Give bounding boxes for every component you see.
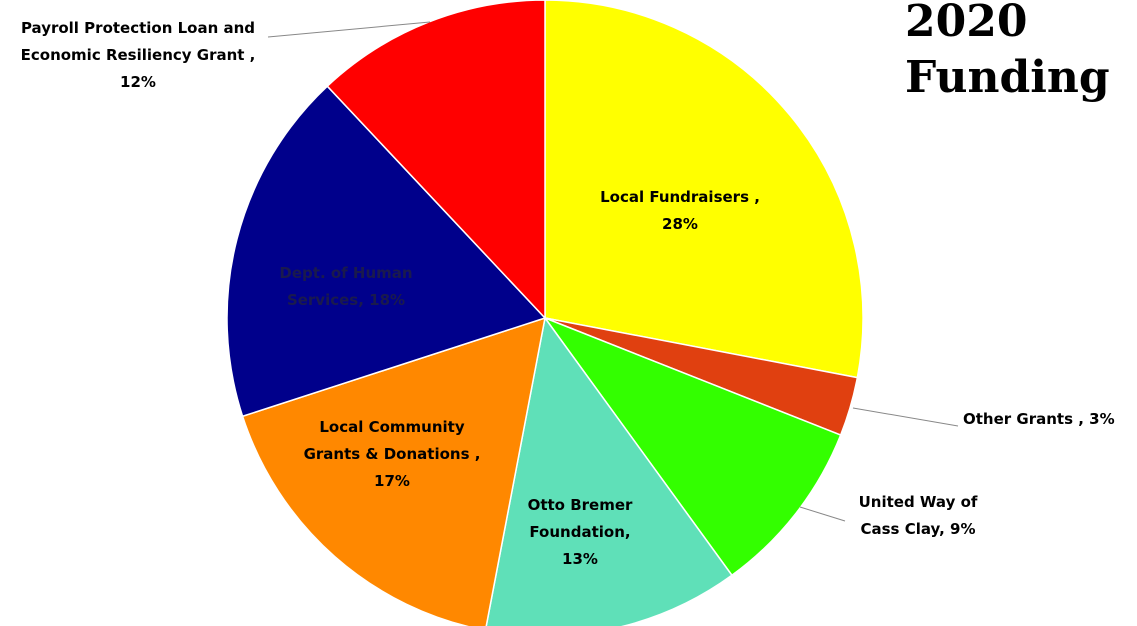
- slice-label-6-line-1: Economic Resiliency Grant ,: [21, 46, 256, 64]
- slice-label-4-line-1: Grants & Donations ,: [304, 445, 481, 463]
- leader-line-2: [799, 506, 846, 522]
- slice-label-4-line-0: Local Community: [319, 418, 464, 436]
- slice-label-3-line-1: Foundation,: [529, 523, 630, 541]
- slice-label-0-line-0: Local Fundraisers ,: [600, 188, 760, 206]
- slice-label-4-line-2: 17%: [374, 472, 410, 490]
- pie-slice-local-community-grants-donations: [241, 316, 546, 626]
- leader-line-1: [852, 407, 959, 427]
- slice-label-5-line-0: Dept. of Human: [279, 264, 412, 282]
- pie-slice-dept-of-human-services: [226, 85, 547, 418]
- slice-label-5-line-1: Services, 18%: [287, 291, 405, 309]
- slice-label-0-line-1: 28%: [662, 215, 698, 233]
- slice-label-4: Local Community Grants & Donations , 17%: [304, 418, 481, 490]
- slice-label-6-line-2: 12%: [120, 73, 156, 91]
- leader-line-6: [267, 21, 431, 38]
- slice-label-2-line-1: Cass Clay, 9%: [860, 520, 975, 538]
- slice-label-0: Local Fundraisers , 28%: [600, 188, 760, 233]
- slice-label-3-line-2: 13%: [562, 550, 598, 568]
- slice-label-6: Payroll Protection Loan and Economic Resi…: [21, 19, 256, 91]
- chart-title-line-1: 2020: [905, 0, 1028, 47]
- chart-title: 2020 Funding: [905, 0, 1110, 106]
- slice-label-5: Dept. of Human Services, 18%: [279, 264, 412, 309]
- chart-title-line-2: Funding: [905, 52, 1110, 103]
- slice-label-6-line-0: Payroll Protection Loan and: [21, 19, 255, 37]
- slice-label-3: Otto Bremer Foundation, 13%: [528, 496, 633, 568]
- slice-label-1: Other Grants , 3%: [963, 410, 1115, 428]
- pie-slice-united-way-of-cass-clay: [542, 316, 842, 577]
- pie-slice-otto-bremer-foundation: [485, 316, 733, 626]
- slice-label-1-line-0: Other Grants , 3%: [963, 410, 1115, 428]
- slice-label-3-line-0: Otto Bremer: [528, 496, 633, 514]
- slice-label-2: United Way of Cass Clay, 9%: [859, 493, 978, 538]
- slice-label-2-line-0: United Way of: [859, 493, 978, 511]
- pie-slice-local-fundraisers: [544, 0, 864, 379]
